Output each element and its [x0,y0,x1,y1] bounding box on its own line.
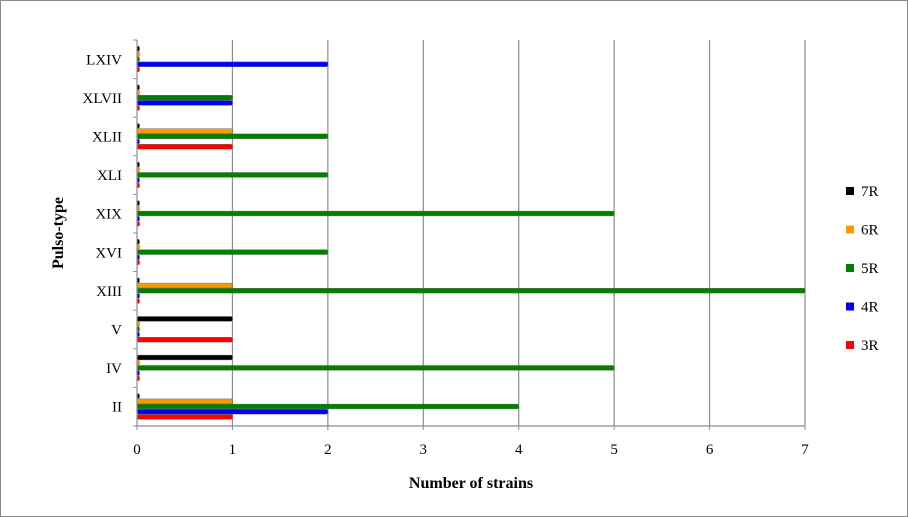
bars [136,46,806,420]
x-tick-label: 3 [420,442,428,458]
bar-II-3R [136,414,233,420]
bar-XLII-6R [136,128,233,134]
x-tick-label: 0 [133,442,141,458]
x-tick-labels: 0 1 2 3 4 5 6 7 [133,442,809,458]
legend-label-3R: 3R [861,338,879,354]
y-tick-label: XVI [95,245,122,261]
bar-XIII-5R [136,288,806,294]
x-tick-label: 5 [610,442,618,458]
y-tick-label: XLI [97,168,122,184]
legend-label-7R: 7R [861,184,879,200]
legend-swatch-6R [846,225,854,234]
y-tick-label: XIX [95,207,122,223]
y-tick-label: XLII [92,130,122,146]
bar-V-3R [136,337,233,343]
bar-II-6R [136,398,233,404]
legend-swatch-4R [846,302,854,311]
x-tick-label: 4 [515,442,523,458]
axes [133,39,806,430]
bar-XLVII-4R [136,100,233,106]
legend-swatch-7R [846,187,854,195]
y-tick-labels: II IV V XIII XVI XIX XLI XLII XLVII LXIV [83,52,123,415]
legend-label-4R: 4R [861,300,879,316]
bar-XLVII-5R [136,95,233,101]
x-tick-label: 2 [324,442,332,458]
bar-IV-7R [136,354,233,361]
y-tick-label: LXIV [86,52,122,68]
y-tick-label: V [111,323,122,339]
bar-XLII-3R [136,144,233,150]
legend-label-5R: 5R [861,261,879,277]
x-tick-label: 1 [229,442,237,458]
bar-II-4R [136,409,329,415]
y-tick-label: XLVII [83,91,122,107]
bar-XIX-5R [136,210,615,217]
bar-XLI-5R [136,172,329,178]
x-axis-title: Number of strains [409,475,533,492]
bar-XLII-5R [136,133,329,139]
y-axis-title: Pulso-type [50,197,67,269]
bar-XVI-5R [136,249,329,255]
x-tick-label: 7 [801,442,809,458]
bar-IV-5R [136,365,615,371]
bar-LXIV-4R [136,61,329,67]
bar-XIII-6R [136,282,233,289]
legend-label-6R: 6R [861,223,879,239]
legend-swatch-3R [846,341,854,349]
y-tick-label: IV [106,361,122,377]
bar-V-7R [136,316,233,322]
bar-II-5R [136,403,519,410]
x-tick-label: 6 [706,442,714,458]
legend-swatch-5R [846,264,854,272]
legend: 7R 6R 5R 4R 3R [846,184,879,354]
y-tick-label: II [112,400,122,416]
y-tick-label: XIII [96,284,122,300]
